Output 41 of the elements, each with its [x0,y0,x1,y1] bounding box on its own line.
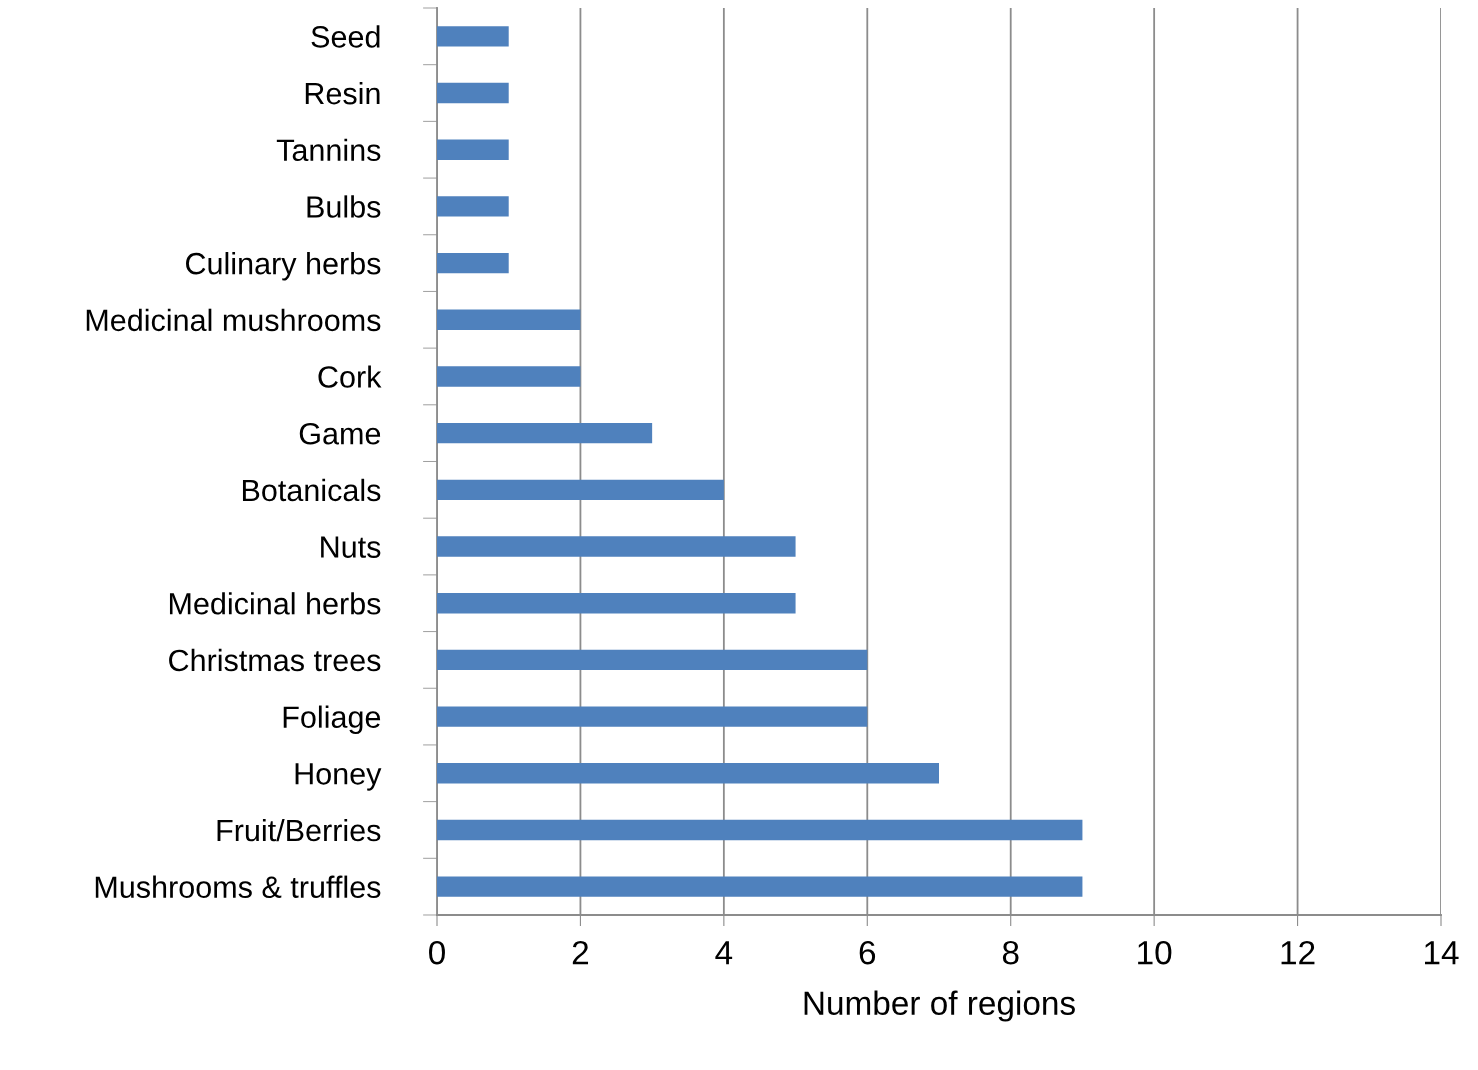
bar [437,819,1083,841]
y-tick-label: Mushrooms & truffles [95,875,381,899]
x-tick-label: 14 [1425,941,1459,965]
y-tick-label: Botanicals [242,478,381,502]
y-tick-label: Game [299,422,381,445]
bar [437,649,868,671]
bar [437,479,724,501]
bar [437,139,509,160]
bar [437,763,939,784]
y-tick-label: Christmas trees [169,648,381,672]
y-tick-label: Seed [311,25,380,48]
bar [437,536,796,557]
bar [437,252,509,274]
x-tick-label: 4 [715,941,733,965]
x-tick-label: 10 [1138,940,1172,965]
bar [437,876,1083,897]
bar [437,706,868,727]
y-tick-label: Culinary herbs [186,252,381,281]
bar [437,366,581,387]
x-tick-label: 2 [572,940,589,965]
y-tick-label: Nuts [321,536,381,558]
x-axis-title: Number of regions [804,990,1075,1022]
bar [437,422,653,444]
y-tick-label: Medicinal herbs [169,592,381,615]
bar [437,26,509,47]
y-tick-label: Resin [305,81,380,105]
x-tick-label: 12 [1281,940,1315,965]
bar [437,593,796,614]
bar [437,196,509,217]
y-tick-label: Tannins [276,138,381,162]
x-tick-label: 0 [429,940,445,965]
bar [437,82,509,104]
y-tick-label: Fruit/Berries [217,818,381,842]
y-tick-label: Bulbs [307,195,381,218]
y-tick-label: Honey [295,763,382,791]
y-tick-label: Cork [318,365,382,388]
y-tick-label: Foliage [283,705,381,735]
x-tick-label: 6 [859,940,876,965]
y-tick-label: Medicinal mushrooms [86,308,381,332]
x-tick-label: 8 [1002,940,1019,965]
bar [437,309,581,330]
